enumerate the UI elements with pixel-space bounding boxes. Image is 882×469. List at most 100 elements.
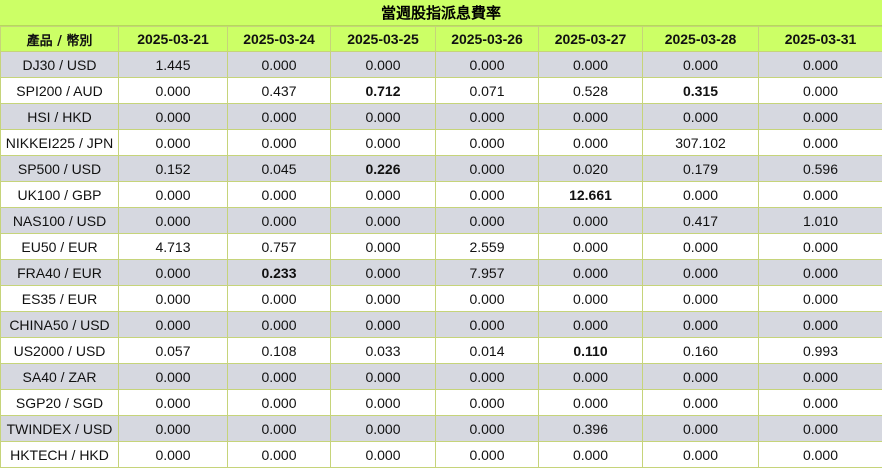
table-body: DJ30 / USD 1.445 0.000 0.000 0.000 0.000 0.000… [0,51,882,468]
rate-cell: 0.000 [118,77,228,104]
rate-cell: 0.000 [642,363,759,390]
column-header-product: 產品 / 幣別 [0,26,119,52]
rate-cell: 0.000 [330,103,436,130]
rate-cell: 0.000 [330,259,436,286]
rate-cell: 0.000 [227,129,331,156]
column-header-date: 2025-03-27 [538,26,643,52]
rate-cell: 0.000 [642,285,759,312]
table-row: SGP20 / SGD 0.000 0.000 0.000 0.000 0.000 0.00… [0,389,882,416]
rate-cell: 0.000 [118,181,228,208]
rate-cell: 0.000 [642,441,759,468]
product-cell: EU50 / EUR [0,233,119,260]
rate-cell: 0.000 [118,363,228,390]
table-row: HKTECH / HKD 0.000 0.000 0.000 0.000 0.000 0.0… [0,441,882,468]
product-cell: SPI200 / AUD [0,77,119,104]
rate-cell: 0.110 [538,337,643,364]
rate-cell: 0.000 [435,207,539,234]
rate-cell: 0.000 [538,363,643,390]
rate-cell: 0.000 [330,311,436,338]
table-title: 當週股指派息費率 [0,0,882,26]
rate-cell: 0.000 [227,441,331,468]
rate-cell: 0.000 [758,415,882,442]
rate-cell: 4.713 [118,233,228,260]
rate-cell: 0.000 [330,207,436,234]
rate-cell: 0.000 [642,181,759,208]
rate-cell: 0.000 [758,181,882,208]
rate-cell: 0.000 [330,129,436,156]
rate-cell: 0.000 [330,181,436,208]
rate-cell: 0.000 [330,415,436,442]
rate-cell: 0.000 [330,389,436,416]
rate-cell: 0.000 [227,415,331,442]
table-header-row: 產品 / 幣別 2025-03-21 2025-03-24 2025-03-25… [0,26,882,52]
rate-cell: 0.000 [227,207,331,234]
rate-cell: 0.000 [118,129,228,156]
rate-cell: 0.071 [435,77,539,104]
dividend-rate-table: 產品 / 幣別 2025-03-21 2025-03-24 2025-03-25… [0,26,882,468]
rate-cell: 0.000 [227,389,331,416]
product-cell: ES35 / EUR [0,285,119,312]
rate-cell: 0.000 [118,441,228,468]
rate-cell: 0.000 [538,441,643,468]
table-row: DJ30 / USD 1.445 0.000 0.000 0.000 0.000 0.000… [0,51,882,78]
table-row: ES35 / EUR 0.000 0.000 0.000 0.000 0.000 0.000… [0,285,882,312]
table-row: CHINA50 / USD 0.000 0.000 0.000 0.000 0.000 0.… [0,311,882,338]
rate-cell: 0.000 [330,285,436,312]
rate-cell: 0.000 [227,285,331,312]
rate-cell: 0.712 [330,77,436,104]
table-row: NIKKEI225 / JPN 0.000 0.000 0.000 0.000 0.000… [0,129,882,156]
rate-cell: 0.528 [538,77,643,104]
rate-cell: 0.000 [435,103,539,130]
rate-cell: 0.000 [758,311,882,338]
product-cell: NAS100 / USD [0,207,119,234]
rate-cell: 307.102 [642,129,759,156]
rate-cell: 0.000 [118,207,228,234]
rate-cell: 0.000 [118,103,228,130]
rate-cell: 0.437 [227,77,331,104]
table-row: EU50 / EUR 4.713 0.757 0.000 2.559 0.000 0.000… [0,233,882,260]
rate-cell: 0.000 [758,103,882,130]
rate-cell: 0.000 [642,415,759,442]
table-row: SPI200 / AUD 0.000 0.437 0.712 0.071 0.528 0.3… [0,77,882,104]
rate-cell: 0.000 [330,51,436,78]
rate-cell: 0.033 [330,337,436,364]
rate-cell: 0.000 [642,51,759,78]
product-cell: SP500 / USD [0,155,119,182]
rate-cell: 0.000 [538,389,643,416]
table-row: NAS100 / USD 0.000 0.000 0.000 0.000 0.000 0.4… [0,207,882,234]
rate-cell: 0.000 [227,311,331,338]
table-row: SA40 / ZAR 0.000 0.000 0.000 0.000 0.000 0.000… [0,363,882,390]
rate-cell: 0.233 [227,259,331,286]
rate-cell: 0.000 [435,285,539,312]
rate-cell: 0.993 [758,337,882,364]
column-header-date: 2025-03-26 [435,26,539,52]
rate-cell: 0.000 [118,311,228,338]
rate-cell: 0.000 [758,77,882,104]
rate-cell: 0.179 [642,155,759,182]
rate-cell: 0.000 [435,155,539,182]
rate-cell: 0.057 [118,337,228,364]
rate-cell: 0.000 [118,415,228,442]
rate-cell: 0.000 [538,129,643,156]
table-row: UK100 / GBP 0.000 0.000 0.000 0.000 12.661 0.0… [0,181,882,208]
rate-cell: 0.000 [538,233,643,260]
product-cell: TWINDEX / USD [0,415,119,442]
rate-cell: 0.000 [642,389,759,416]
rate-cell: 1.445 [118,51,228,78]
table-row: SP500 / USD 0.152 0.045 0.226 0.000 0.020 0.17… [0,155,882,182]
product-cell: HSI / HKD [0,103,119,130]
rate-cell: 0.000 [118,285,228,312]
rate-cell: 0.000 [227,181,331,208]
rate-cell: 0.108 [227,337,331,364]
rate-cell: 0.757 [227,233,331,260]
rate-cell: 0.000 [538,51,643,78]
rate-cell: 0.000 [435,129,539,156]
product-cell: FRA40 / EUR [0,259,119,286]
rate-cell: 0.000 [758,233,882,260]
rate-cell: 0.000 [642,103,759,130]
product-cell: HKTECH / HKD [0,441,119,468]
rate-cell: 0.000 [538,285,643,312]
rate-cell: 0.000 [758,129,882,156]
rate-cell: 0.160 [642,337,759,364]
rate-cell: 0.000 [330,233,436,260]
